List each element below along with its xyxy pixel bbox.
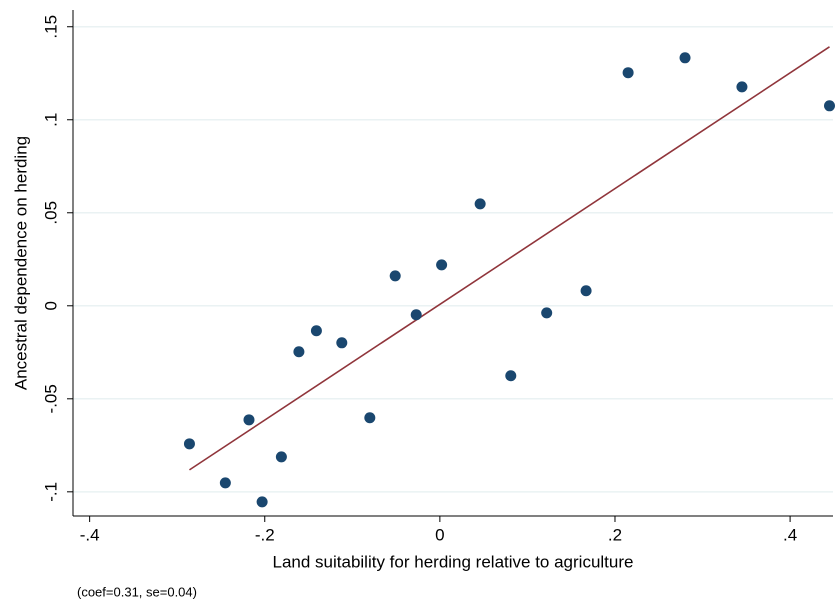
point [243,414,255,426]
x-tick-label: .2 [608,525,622,544]
note: (coef=0.31, se=0.04) [77,584,197,599]
y-tick-label: -.1 [41,482,60,502]
point [505,370,517,382]
x-axis-title: Land suitability for herding relative to… [273,552,634,571]
point [389,270,401,282]
x-tick-label: -.2 [255,525,275,544]
point [436,259,448,271]
y-tick-label: .05 [41,201,60,225]
point [679,52,691,64]
y-tick-label: .15 [41,15,60,39]
y-tick-label: 0 [41,301,60,310]
point [823,100,835,112]
point [275,451,287,463]
point [310,325,322,337]
fit-line [189,46,830,471]
point [219,477,231,489]
x-tick-label: 0 [435,525,444,544]
y-axis-title: Ancestral dependence on herding [11,136,30,390]
point [541,307,553,319]
point [410,309,422,321]
point [183,438,195,450]
x-tick-label: .4 [783,525,797,544]
point [622,67,634,79]
y-tick-label: -.05 [41,384,60,413]
point [256,496,268,508]
point [293,346,305,358]
point [474,198,486,210]
point [364,412,376,424]
point [580,285,592,297]
y-tick-label: .1 [41,113,60,127]
point [736,81,748,93]
x-tick-label: -.4 [80,525,100,544]
point [336,337,348,349]
